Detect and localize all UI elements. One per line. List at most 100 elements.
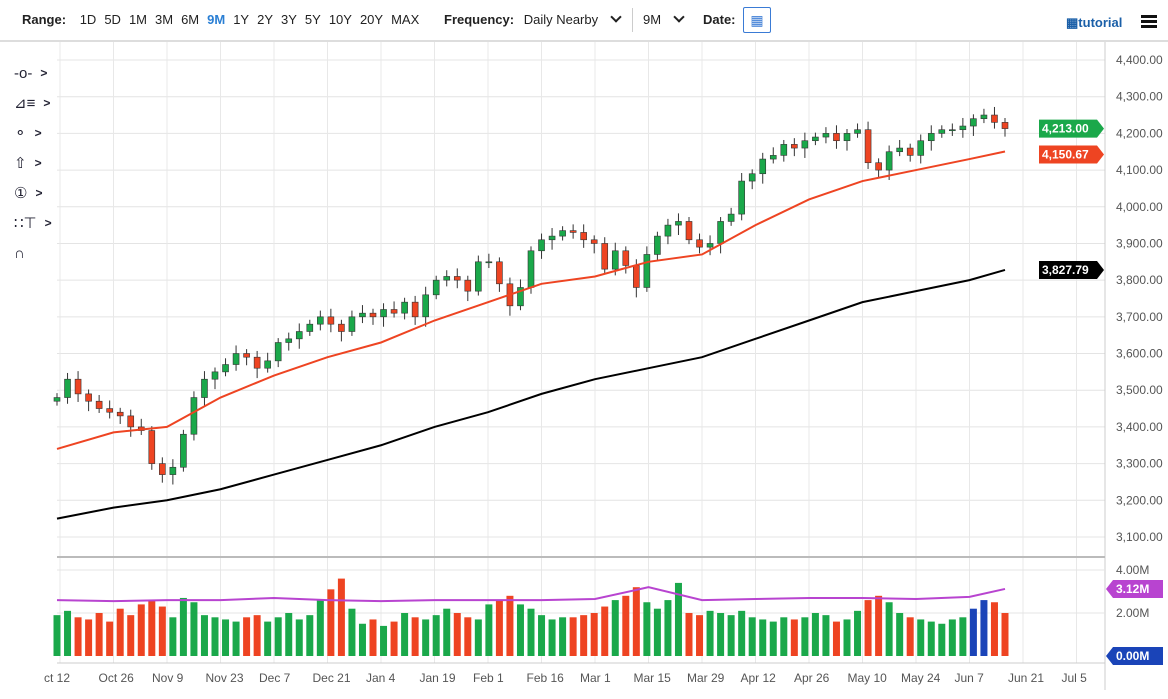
y-tick-label: 3,700.00 [1116, 310, 1163, 324]
volume-bar [875, 595, 883, 656]
ma50-tag: 4,150.67 [1042, 147, 1089, 161]
candle [1001, 122, 1009, 129]
candle [116, 411, 124, 417]
drawing-tools: -o- > ⊿≡ > ⚬ > ⇧ > ① > ∷⊤ > ∩ [14, 58, 54, 268]
menu-icon[interactable] [1141, 15, 1157, 30]
range-1y[interactable]: 1Y [233, 12, 250, 27]
candle [559, 230, 566, 237]
x-tick-label: Mar 29 [687, 671, 725, 685]
chevron-down-icon[interactable] [610, 11, 622, 23]
chevron-down-icon[interactable] [673, 11, 685, 23]
x-tick-label: ct 12 [44, 671, 70, 685]
chevron-right-icon[interactable]: > [40, 66, 48, 80]
range-label: Range: [22, 12, 67, 27]
range-20y[interactable]: 20Y [359, 12, 384, 27]
x-tick-label: Dec 7 [259, 671, 291, 685]
range-5d[interactable]: 5D [104, 12, 121, 27]
range-2y[interactable]: 2Y [257, 12, 273, 27]
number-marker-button[interactable]: ① > [14, 178, 54, 208]
volume-bar [622, 595, 630, 656]
chevron-right-icon[interactable]: > [34, 156, 42, 170]
volume-bar [474, 619, 482, 656]
volume-bar [948, 619, 956, 656]
x-tick-label: May 24 [901, 671, 941, 685]
volume-bar [717, 613, 725, 656]
range-10y[interactable]: 10Y [328, 12, 352, 27]
candle [348, 316, 356, 332]
frequency-value[interactable]: Daily Nearby [523, 12, 599, 27]
y-tick-label: 3,400.00 [1116, 420, 1163, 434]
candle [970, 118, 977, 127]
line-tool-button[interactable]: -o- > [14, 58, 54, 88]
period-select[interactable]: 9M [643, 11, 685, 27]
candle [369, 312, 377, 318]
volume-bar [337, 578, 345, 656]
volume-bar [790, 619, 798, 656]
candle [590, 239, 598, 244]
y-tick-label: 4,100.00 [1116, 163, 1163, 177]
range-3m[interactable]: 3M [155, 12, 174, 27]
volume-bar [411, 617, 419, 656]
candle [432, 279, 440, 296]
volume-bar [969, 608, 977, 656]
candle [885, 151, 893, 171]
x-tick-label: Feb 16 [527, 671, 565, 685]
measure-tool-button[interactable]: ∷⊤ > [14, 208, 54, 238]
volume-bar [316, 600, 324, 656]
ma200-line [56, 268, 1006, 520]
candle [127, 415, 135, 428]
volume-bar [822, 615, 830, 656]
range-1m[interactable]: 1M [128, 12, 147, 27]
candle [759, 158, 767, 175]
volume-bar [306, 615, 314, 656]
range-3y[interactable]: 3Y [281, 12, 297, 27]
candle [791, 144, 798, 149]
candle [843, 133, 851, 142]
candle [338, 323, 345, 332]
shape-tool-button[interactable]: ⚬ > [14, 118, 54, 148]
volume-bar [769, 621, 777, 656]
ma50-line [56, 150, 1006, 450]
range-6m[interactable]: 6M [181, 12, 200, 27]
candle [548, 235, 556, 241]
frequency-select[interactable]: Frequency: Daily Nearby [444, 11, 622, 27]
candle [896, 147, 903, 153]
candle [443, 276, 451, 281]
candle [53, 397, 61, 402]
chevron-right-icon[interactable]: > [44, 216, 52, 230]
calendar-icon[interactable]: ▦ [743, 7, 771, 33]
magnet-button[interactable]: ∩ [14, 238, 54, 268]
frequency-label: Frequency: [444, 12, 515, 27]
y-tick-label: 3,300.00 [1116, 457, 1163, 471]
period-value[interactable]: 9M [643, 12, 662, 27]
candle [475, 261, 482, 292]
volume-bar [485, 604, 493, 656]
volume-bar [590, 613, 598, 656]
fibonacci-tool-button[interactable]: ⊿≡ > [14, 88, 54, 118]
arrow-tool-button[interactable]: ⇧ > [14, 148, 54, 178]
candle [938, 129, 946, 134]
range-selector: Range: 1D 5D 1M 3M 6M 9M 1Y 2Y 3Y 5Y 10Y 20Y MAX [22, 12, 427, 27]
volume-bar [611, 600, 619, 656]
y-tick-label: 4,400.00 [1116, 53, 1163, 67]
volume-bar [74, 617, 82, 656]
range-9m[interactable]: 9M [207, 12, 226, 27]
range-1d[interactable]: 1D [79, 12, 97, 27]
volume-bar [696, 615, 704, 656]
range-max[interactable]: MAX [391, 12, 420, 27]
chevron-right-icon[interactable]: > [34, 126, 42, 140]
candle [864, 129, 872, 164]
range-5y[interactable]: 5Y [304, 12, 321, 27]
date-label: Date: [703, 12, 736, 27]
x-tick-label: Jul 5 [1062, 671, 1088, 685]
candle [232, 353, 240, 365]
volume-bar [148, 600, 156, 656]
volume-bar [106, 621, 114, 656]
candle [306, 323, 314, 332]
chevron-right-icon[interactable]: > [35, 186, 43, 200]
volume-bar [801, 617, 809, 656]
chevron-right-icon[interactable]: > [43, 96, 51, 110]
tutorial-link[interactable]: ▦tutorial [1066, 15, 1122, 31]
toolbar: Range: 1D 5D 1M 3M 6M 9M 1Y 2Y 3Y 5Y 10Y 20Y MAX Fre… [0, 0, 1168, 42]
